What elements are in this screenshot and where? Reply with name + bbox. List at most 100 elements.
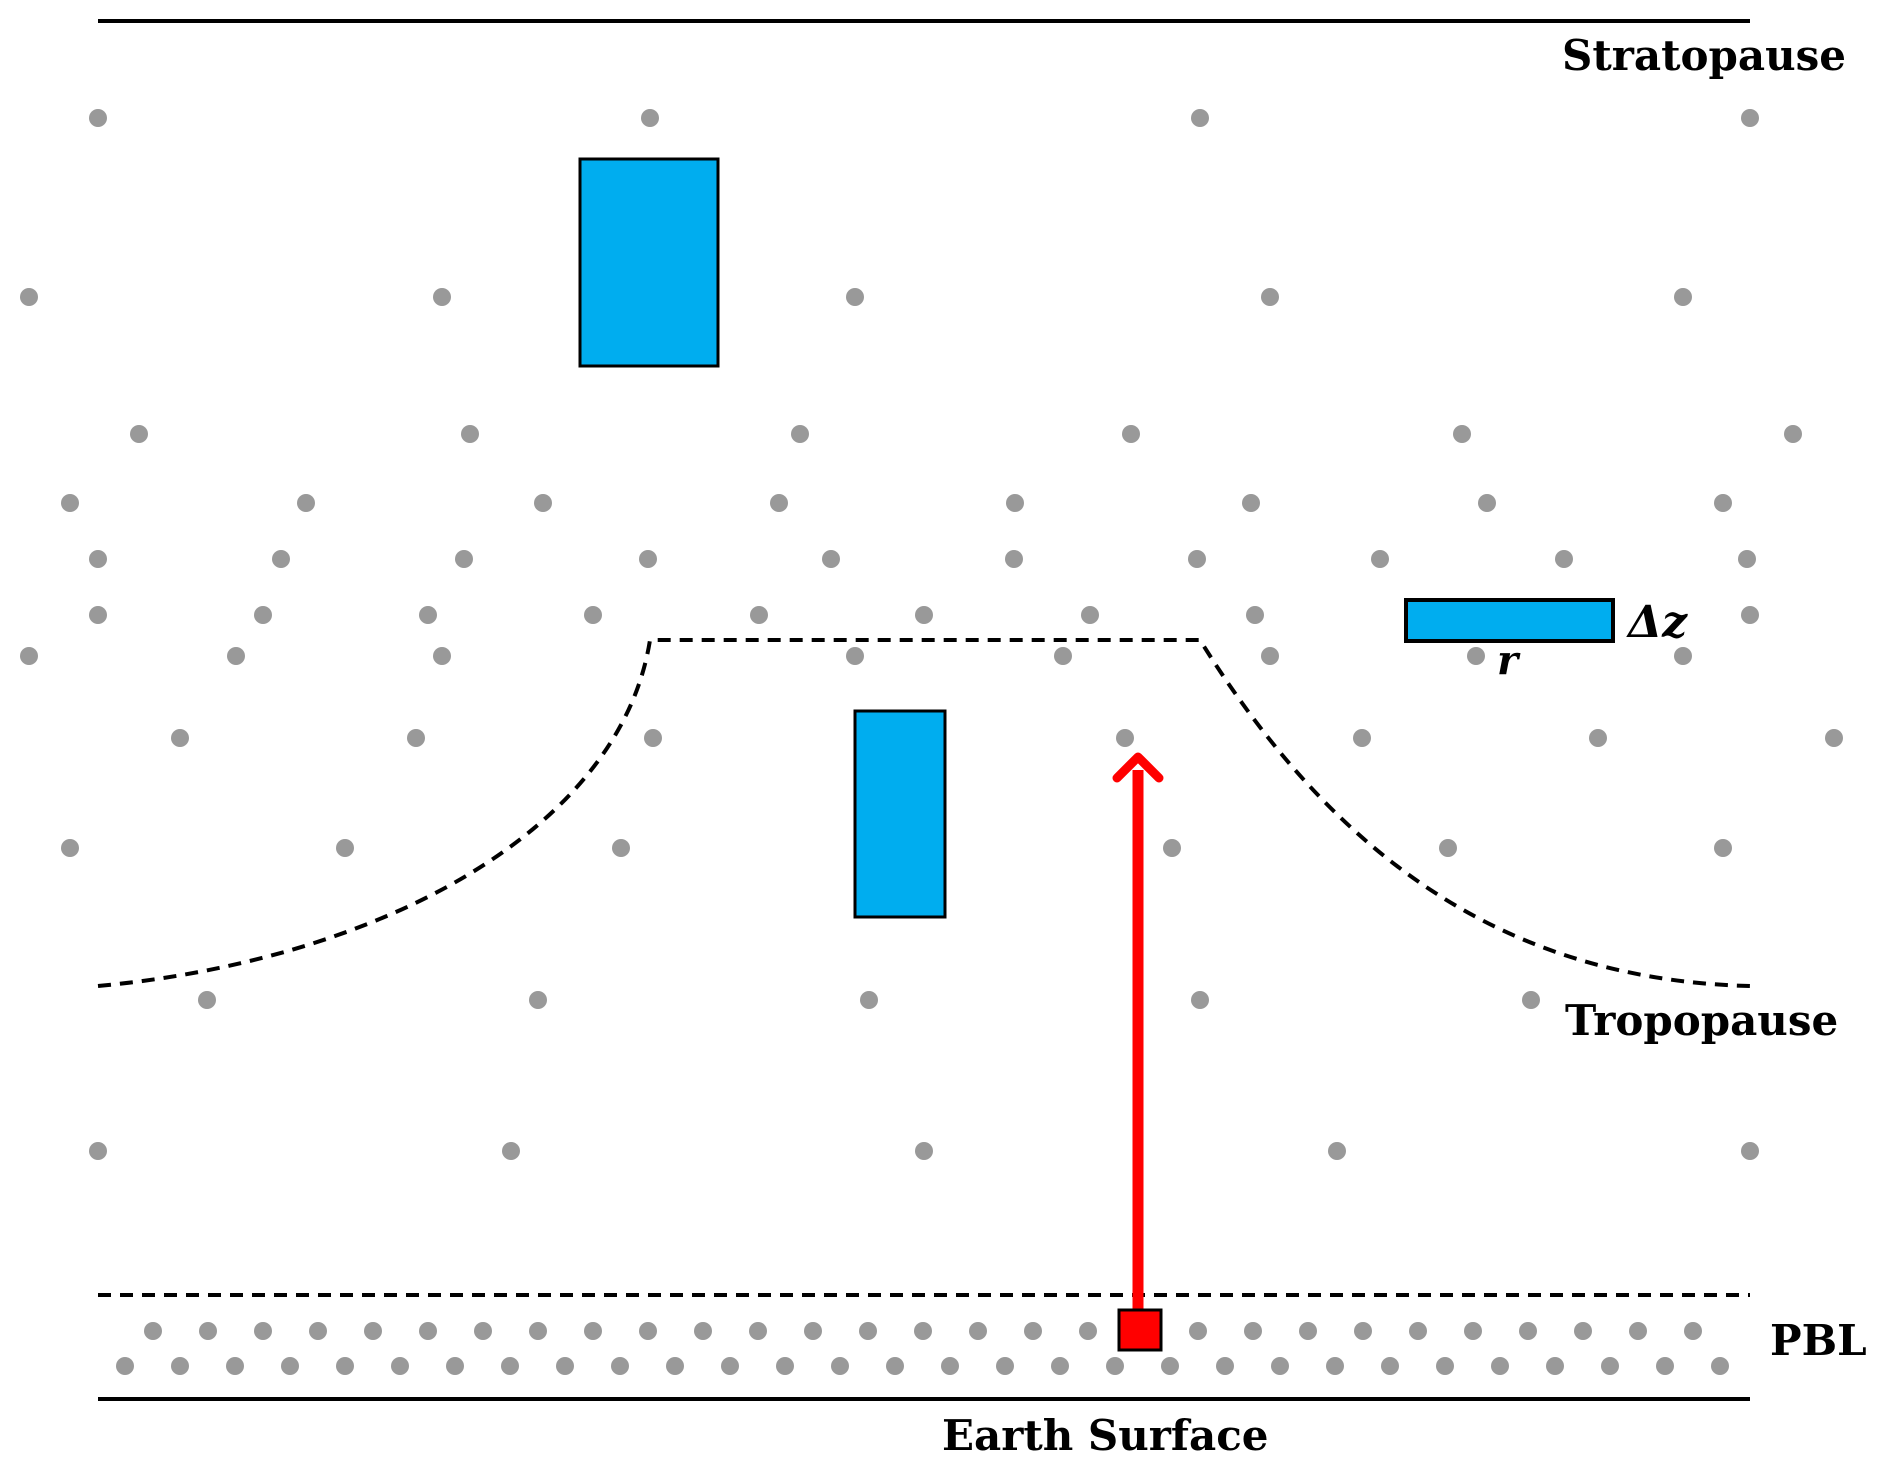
aerosol-dot bbox=[61, 839, 79, 857]
aerosol-dot bbox=[1242, 494, 1260, 512]
aerosol-dot bbox=[364, 1322, 382, 1340]
earth-surface-label: Earth Surface bbox=[942, 1411, 1268, 1460]
aerosol-dot bbox=[419, 606, 437, 624]
aerosol-dot bbox=[1453, 425, 1471, 443]
pbl-label: PBL bbox=[1770, 1316, 1867, 1365]
aerosol-dot bbox=[1054, 647, 1072, 665]
aerosol-dot bbox=[1741, 109, 1759, 127]
particle-middle bbox=[853, 709, 947, 919]
aerosol-dot bbox=[776, 1357, 794, 1375]
aerosol-dot bbox=[1079, 1322, 1097, 1340]
aerosol-dot bbox=[644, 729, 662, 747]
aerosol-dot bbox=[501, 1357, 519, 1375]
aerosol-dot bbox=[309, 1322, 327, 1340]
r-label: r bbox=[1497, 637, 1521, 684]
aerosol-dot bbox=[1825, 729, 1843, 747]
aerosol-dot bbox=[1246, 606, 1264, 624]
large-particle-upper bbox=[578, 157, 720, 368]
aerosol-dot bbox=[846, 288, 864, 306]
aerosol-dot bbox=[915, 1142, 933, 1160]
aerosol-dot bbox=[336, 1357, 354, 1375]
aerosol-dot bbox=[1381, 1357, 1399, 1375]
aerosol-dot bbox=[254, 1322, 272, 1340]
aerosol-dot bbox=[584, 606, 602, 624]
aerosol-dot bbox=[20, 288, 38, 306]
arrow-head bbox=[1112, 752, 1164, 783]
aerosol-dot bbox=[1328, 1142, 1346, 1160]
aerosol-dot bbox=[1684, 1322, 1702, 1340]
aerosol-dot bbox=[1024, 1322, 1042, 1340]
aerosol-dot bbox=[1354, 1322, 1372, 1340]
aerosol-dot bbox=[89, 109, 107, 127]
aerosol-dot bbox=[822, 550, 840, 568]
aerosol-dot bbox=[130, 425, 148, 443]
aerosol-dot bbox=[612, 839, 630, 857]
aerosol-dot bbox=[1326, 1357, 1344, 1375]
aerosol-dot bbox=[1674, 647, 1692, 665]
aerosol-dot bbox=[611, 1357, 629, 1375]
aerosol-dot bbox=[1189, 1322, 1207, 1340]
aerosol-dot bbox=[1674, 288, 1692, 306]
aerosol-dot bbox=[770, 494, 788, 512]
aerosol-dot bbox=[1738, 550, 1756, 568]
aerosol-dot bbox=[1784, 425, 1802, 443]
aerosol-dot bbox=[407, 729, 425, 747]
aerosol-dot bbox=[89, 606, 107, 624]
aerosol-dot bbox=[529, 991, 547, 1009]
aerosol-dot bbox=[1741, 606, 1759, 624]
aerosol-dot bbox=[1409, 1322, 1427, 1340]
aerosol-dot bbox=[846, 647, 864, 665]
aerosol-dot bbox=[584, 1322, 602, 1340]
aerosol-dot bbox=[1741, 1142, 1759, 1160]
aerosol-dot bbox=[419, 1322, 437, 1340]
aerosol-dot bbox=[171, 729, 189, 747]
aerosol-dot bbox=[1191, 991, 1209, 1009]
aerosol-dot bbox=[1711, 1357, 1729, 1375]
aerosol-dot bbox=[1464, 1322, 1482, 1340]
aerosol-dot bbox=[1163, 839, 1181, 857]
aerosol-dot bbox=[534, 494, 552, 512]
aerosol-dot bbox=[860, 991, 878, 1009]
aerosol-dot bbox=[1216, 1357, 1234, 1375]
aerosol-dot bbox=[666, 1357, 684, 1375]
stratopause-label: Stratopause bbox=[1562, 31, 1846, 80]
aerosol-dot bbox=[639, 550, 657, 568]
aerosol-dot bbox=[226, 1357, 244, 1375]
aerosol-dot bbox=[391, 1357, 409, 1375]
aerosol-dot bbox=[1371, 550, 1389, 568]
aerosol-dot bbox=[859, 1322, 877, 1340]
surface-source-square bbox=[1117, 1308, 1163, 1352]
aerosol-dot bbox=[1106, 1357, 1124, 1375]
tropopause-dashed-curve bbox=[97, 638, 1751, 988]
aerosol-dot bbox=[20, 647, 38, 665]
aerosol-dot bbox=[996, 1357, 1014, 1375]
aerosol-dot bbox=[254, 606, 272, 624]
aerosol-dot bbox=[529, 1322, 547, 1340]
aerosol-dot bbox=[455, 550, 473, 568]
aerosol-dot bbox=[502, 1142, 520, 1160]
aerosol-dot bbox=[831, 1357, 849, 1375]
aerosol-dot bbox=[694, 1322, 712, 1340]
aerosol-dot bbox=[61, 494, 79, 512]
aerosol-dot bbox=[336, 839, 354, 857]
aerosol-dot bbox=[556, 1357, 574, 1375]
aerosol-dot bbox=[639, 1322, 657, 1340]
aerosol-dot bbox=[915, 606, 933, 624]
aerosol-dot bbox=[1629, 1322, 1647, 1340]
aerosol-dot bbox=[749, 1322, 767, 1340]
aerosol-dot bbox=[1299, 1322, 1317, 1340]
aerosol-dot bbox=[969, 1322, 987, 1340]
aerosol-dot bbox=[1188, 550, 1206, 568]
aerosol-dot bbox=[281, 1357, 299, 1375]
aerosol-dot bbox=[89, 550, 107, 568]
aerosol-dot bbox=[1546, 1357, 1564, 1375]
aerosol-dot bbox=[433, 288, 451, 306]
aerosol-dot bbox=[1601, 1357, 1619, 1375]
aerosol-dot bbox=[1051, 1357, 1069, 1375]
aerosol-dot bbox=[1006, 494, 1024, 512]
aerosol-dot bbox=[641, 109, 659, 127]
aerosol-dot bbox=[1589, 729, 1607, 747]
tropopause-label: Tropopause bbox=[1565, 996, 1838, 1045]
aerosol-dot bbox=[1271, 1357, 1289, 1375]
